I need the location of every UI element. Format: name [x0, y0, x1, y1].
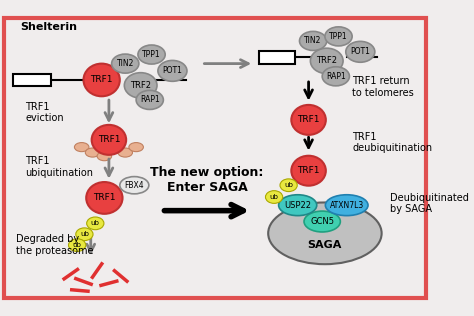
- Text: The new option:
Enter SAGA: The new option: Enter SAGA: [150, 166, 264, 194]
- Ellipse shape: [292, 156, 326, 186]
- Text: TRF2: TRF2: [130, 81, 151, 90]
- Text: RAP1: RAP1: [326, 72, 346, 81]
- Text: ATXN7L3: ATXN7L3: [329, 201, 364, 210]
- Text: TRF1: TRF1: [93, 193, 116, 203]
- Ellipse shape: [279, 195, 317, 216]
- Ellipse shape: [74, 143, 89, 152]
- Ellipse shape: [91, 125, 126, 155]
- Text: GCN5: GCN5: [310, 217, 334, 226]
- Ellipse shape: [280, 179, 297, 191]
- Ellipse shape: [304, 211, 340, 232]
- Text: TRF1
ubiquitination: TRF1 ubiquitination: [26, 156, 93, 178]
- Ellipse shape: [292, 105, 326, 135]
- Ellipse shape: [268, 203, 382, 264]
- Text: TIN2: TIN2: [304, 36, 322, 46]
- Text: TRF1 return
to telomeres: TRF1 return to telomeres: [352, 76, 414, 98]
- Ellipse shape: [138, 45, 165, 64]
- Ellipse shape: [136, 90, 164, 109]
- Ellipse shape: [325, 27, 352, 46]
- Ellipse shape: [112, 54, 139, 73]
- Text: POT1: POT1: [350, 47, 370, 56]
- Ellipse shape: [124, 73, 157, 98]
- Text: RAP1: RAP1: [140, 95, 160, 104]
- Text: TRF1: TRF1: [297, 115, 320, 125]
- Text: ub: ub: [73, 242, 82, 248]
- Text: ub: ub: [284, 182, 293, 188]
- Ellipse shape: [300, 31, 327, 51]
- Ellipse shape: [69, 239, 86, 252]
- Text: Degraded by
the proteasome: Degraded by the proteasome: [16, 234, 94, 256]
- Text: ub: ub: [91, 220, 100, 226]
- Text: TRF1: TRF1: [91, 76, 113, 84]
- Ellipse shape: [265, 191, 283, 204]
- Ellipse shape: [87, 217, 104, 230]
- Text: FBX4: FBX4: [125, 181, 144, 190]
- Ellipse shape: [86, 182, 122, 214]
- Ellipse shape: [118, 148, 133, 157]
- Text: SAGA: SAGA: [308, 240, 342, 250]
- Ellipse shape: [120, 177, 149, 194]
- Ellipse shape: [76, 228, 93, 240]
- Ellipse shape: [346, 41, 375, 62]
- Text: Deubiquitinated
by SAGA: Deubiquitinated by SAGA: [390, 192, 469, 214]
- Ellipse shape: [158, 60, 187, 81]
- Text: TRF2: TRF2: [316, 56, 337, 65]
- Text: TRF1
eviction: TRF1 eviction: [26, 102, 64, 124]
- Text: USP22: USP22: [284, 201, 311, 210]
- Text: TRF1: TRF1: [297, 166, 320, 175]
- Bar: [259, 51, 295, 64]
- Ellipse shape: [129, 143, 144, 152]
- Text: ub: ub: [270, 194, 279, 200]
- Text: ub: ub: [80, 231, 89, 237]
- Ellipse shape: [310, 48, 343, 74]
- Text: POT1: POT1: [163, 66, 182, 76]
- Ellipse shape: [97, 152, 112, 161]
- Text: TRF1
deubiquitination: TRF1 deubiquitination: [352, 132, 432, 153]
- Text: TPP1: TPP1: [329, 32, 348, 41]
- Bar: [13, 74, 51, 86]
- Text: Shelterin: Shelterin: [20, 22, 77, 32]
- Ellipse shape: [322, 67, 349, 86]
- Text: TIN2: TIN2: [117, 59, 134, 68]
- Ellipse shape: [85, 148, 100, 157]
- Text: TRF1: TRF1: [98, 135, 120, 144]
- Ellipse shape: [325, 195, 368, 216]
- Text: TPP1: TPP1: [142, 50, 161, 59]
- Ellipse shape: [83, 64, 120, 96]
